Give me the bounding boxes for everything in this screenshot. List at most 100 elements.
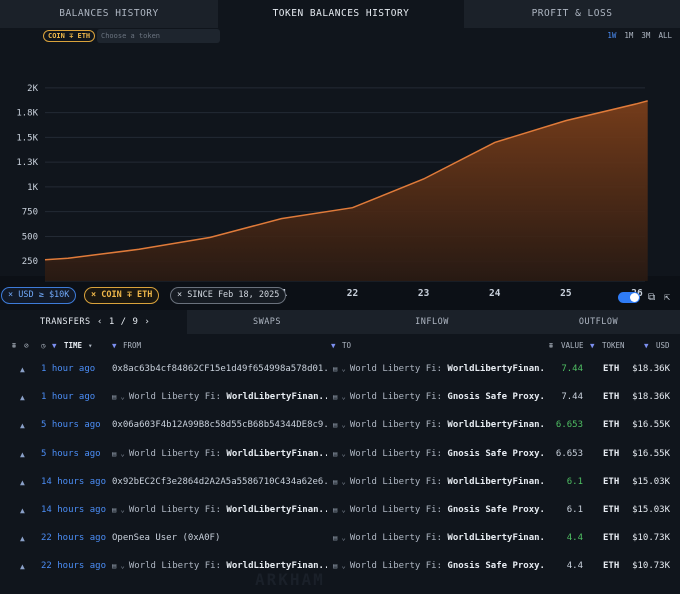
transfer-arrow-icon: ▲ [20, 365, 25, 374]
y-tick-label: 1.5K [16, 133, 38, 143]
usd-filter-icon[interactable]: ▼ [644, 341, 649, 350]
range-3m-button[interactable]: 3M [641, 31, 651, 40]
filter-row: × USD ≥ $10K × COIN ∓ ETH × SINCE Feb 18… [0, 287, 680, 307]
entity-icon: ⌄ [341, 365, 350, 373]
since-filter-pill[interactable]: × SINCE Feb 18, 2025 [170, 287, 287, 304]
table-row[interactable]: ▲ 1 hour ago ▤ ⌄ World Liberty Fi: WorldLi… [0, 384, 680, 412]
to-address[interactable]: ▤ ⌄ World Liberty Fi: Gnosis Safe Proxy.… [333, 449, 543, 459]
token-cell[interactable]: ETH [603, 533, 620, 544]
x-tick-label: 22 [347, 288, 358, 299]
y-tick-label: 2K [27, 84, 38, 94]
filter-icon[interactable]: ⩩ [12, 341, 17, 350]
tab-transfers-label: TRANSFERS [40, 317, 91, 327]
range-1m-button[interactable]: 1M [624, 31, 634, 40]
from-address[interactable]: 0x06a603F4b12A99B8c58d55cB68b54344DE8c9.… [112, 420, 327, 430]
transfer-sub-tabs: TRANSFERS ‹ 1 / 9 › SWAPS INFLOW OUTFLOW [0, 310, 680, 334]
table-row[interactable]: ▲ 22 hours ago OpenSea User (0xA0F) ▤ ⌄ Wor… [0, 525, 680, 553]
value-cell: 6.653 [555, 448, 583, 459]
doc-icon: ▤ [333, 506, 342, 514]
export-icon[interactable]: ⇱ [664, 292, 671, 303]
time-sort-icon[interactable]: ▾ [88, 341, 93, 350]
choose-token-input[interactable] [97, 29, 220, 43]
table-row[interactable]: ▲ 14 hours ago 0x92bEC2Cf3e2864d2A2A5a5586… [0, 469, 680, 497]
time-link[interactable]: 22 hours ago [41, 533, 107, 544]
to-address[interactable]: ▤ ⌄ World Liberty Fi: Gnosis Safe Proxy.… [333, 561, 543, 571]
transfers-pager[interactable]: ‹ 1 / 9 › [97, 317, 151, 327]
time-link[interactable]: 5 hours ago [41, 448, 101, 459]
range-all-button[interactable]: ALL [658, 31, 672, 40]
link-icon[interactable]: ⊘ [24, 341, 29, 350]
to-entity-name: WorldLibertyFinan... [447, 476, 543, 487]
tab-token-balances-history[interactable]: TOKEN BALANCES HISTORY [218, 0, 464, 28]
to-address[interactable]: ▤ ⌄ World Liberty Fi: WorldLibertyFinan.… [333, 364, 543, 374]
table-row[interactable]: ▲ 14 hours ago ▤ ⌄ World Liberty Fi: World… [0, 497, 680, 525]
to-address[interactable]: ▤ ⌄ World Liberty Fi: WorldLibertyFinan.… [333, 533, 543, 543]
token-header[interactable]: TOKEN [602, 341, 625, 350]
usd-header[interactable]: USD [656, 341, 670, 350]
tab-swaps[interactable]: SWAPS [252, 317, 282, 327]
from-address[interactable]: OpenSea User (0xA0F) [112, 533, 327, 543]
x-tick-label: 23 [418, 288, 430, 299]
token-cell[interactable]: ETH [603, 364, 620, 374]
time-link[interactable]: 14 hours ago [41, 476, 107, 487]
token-cell[interactable]: ETH [603, 505, 620, 515]
from-address[interactable]: ▤ ⌄ World Liberty Fi: WorldLibertyFinan.… [112, 449, 327, 459]
value-header[interactable]: VALUE [561, 341, 584, 350]
to-address[interactable]: ▤ ⌄ World Liberty Fi: Gnosis Safe Proxy.… [333, 392, 543, 402]
table-row[interactable]: ▲ 1 hour ago 0x8ac63b4cf84862CF15e1d49f654… [0, 356, 680, 384]
table-row[interactable]: ▲ 22 hours ago ▤ ⌄ World Liberty Fi: World… [0, 553, 680, 581]
token-cell[interactable]: ETH [603, 420, 620, 431]
to-address[interactable]: ▤ ⌄ World Liberty Fi: WorldLibertyFinan.… [333, 420, 543, 430]
to-entity-prefix: World Liberty Fi: [349, 561, 442, 572]
entity-icon: ⌄ [341, 393, 350, 402]
tab-inflow[interactable]: INFLOW [415, 317, 449, 327]
tab-transfers[interactable]: TRANSFERS ‹ 1 / 9 › [0, 310, 187, 334]
range-1w-button[interactable]: 1W [607, 31, 617, 40]
from-address[interactable]: ▤ ⌄ World Liberty Fi: WorldLibertyFinan.… [112, 392, 327, 402]
usd-cell: $15.03K [632, 476, 670, 487]
table-row[interactable]: ▲ 5 hours ago 0x06a603F4b12A99B8c58d55cB68… [0, 412, 680, 440]
from-address[interactable]: 0x92bEC2Cf3e2864d2A2A5a5586710C434a62e6.… [112, 477, 327, 487]
time-filter-icon[interactable]: ▼ [52, 341, 57, 350]
entity-icon: ⌄ [120, 506, 129, 514]
from-header[interactable]: FROM [123, 341, 142, 350]
token-filter-icon[interactable]: ▼ [590, 341, 595, 350]
tab-balances-history[interactable]: BALANCES HISTORY [0, 0, 218, 28]
usd-cell: $16.55K [632, 420, 670, 431]
to-address[interactable]: ▤ ⌄ World Liberty Fi: WorldLibertyFinan.… [333, 477, 543, 487]
from-address[interactable]: ▤ ⌄ World Liberty Fi: WorldLibertyFinan.… [112, 561, 327, 571]
to-address[interactable]: ▤ ⌄ World Liberty Fi: Gnosis Safe Proxy.… [333, 505, 543, 515]
usd-cell: $18.36K [632, 392, 670, 403]
balance-line [44, 100, 648, 261]
usd-cell: $10.73K [632, 533, 670, 544]
value-filter-icon[interactable]: ⩩ [549, 341, 554, 350]
to-header[interactable]: TO [342, 341, 352, 350]
token-cell[interactable]: ETH [603, 476, 620, 487]
time-link[interactable]: 22 hours ago [41, 561, 107, 572]
time-link[interactable]: 1 hour ago [41, 392, 96, 403]
coin-eth-filter-pill[interactable]: COIN ∓ ETH [43, 30, 96, 42]
table-row[interactable]: ▲ 5 hours ago ▤ ⌄ World Liberty Fi: WorldL… [0, 441, 680, 469]
time-header[interactable]: TIME [64, 341, 83, 350]
token-cell[interactable]: ETH [603, 392, 620, 403]
time-link[interactable]: 14 hours ago [41, 505, 107, 515]
tab-profit-loss[interactable]: PROFIT & LOSS [464, 0, 680, 28]
from-filter-icon[interactable]: ▼ [112, 341, 117, 350]
time-link[interactable]: 5 hours ago [41, 420, 101, 431]
transfer-arrow-icon: ▲ [20, 449, 25, 459]
table-header: ⩩ ⊘ ◷ ▼ TIME ▾ ▼ FROM ▼ TO ⩩ VALUE ▼ TOK… [0, 334, 680, 356]
to-filter-icon[interactable]: ▼ [331, 341, 336, 350]
coin-filter-pill[interactable]: × COIN ∓ ETH [84, 287, 160, 304]
token-cell[interactable]: ETH [603, 561, 620, 572]
clock-icon[interactable]: ◷ [41, 341, 46, 350]
usd-toggle[interactable] [618, 292, 640, 303]
from-address-text: 0x06a603F4b12A99B8c58d55cB68b54344DE8c9.… [112, 420, 327, 431]
time-link[interactable]: 1 hour ago [41, 364, 96, 374]
usd-filter-pill[interactable]: × USD ≥ $10K [1, 287, 77, 304]
from-address[interactable]: 0x8ac63b4cf84862CF15e1d49f654998a578d01.… [112, 364, 327, 374]
from-address[interactable]: ▤ ⌄ World Liberty Fi: WorldLibertyFinan.… [112, 505, 327, 515]
token-cell[interactable]: ETH [603, 448, 620, 459]
copy-icon[interactable]: ⧉ [648, 292, 656, 303]
tab-outflow[interactable]: OUTFLOW [578, 317, 619, 327]
